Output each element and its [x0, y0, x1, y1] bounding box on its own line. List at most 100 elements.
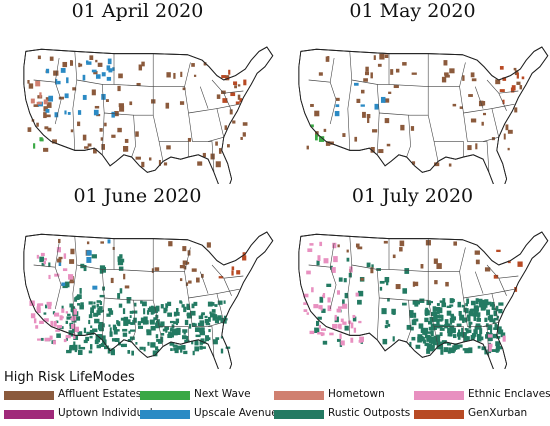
county-patch — [80, 302, 84, 308]
county-patch — [165, 328, 168, 333]
county-patch — [232, 120, 236, 124]
county-patch — [147, 307, 152, 312]
county-patch — [85, 336, 90, 342]
county-patch — [434, 162, 440, 167]
county-patch — [476, 317, 482, 322]
us-outline — [298, 231, 549, 369]
legend-label: Rustic Outposts — [328, 407, 411, 419]
county-patch — [212, 314, 218, 319]
state-border — [351, 264, 380, 340]
county-patch — [149, 319, 155, 324]
legend-swatch — [140, 391, 190, 400]
county-patch — [194, 341, 199, 346]
county-patch — [314, 110, 320, 117]
county-patch — [489, 303, 494, 307]
county-patch — [207, 316, 211, 322]
county-patch — [311, 287, 314, 293]
us-county-map — [23, 231, 274, 369]
county-patch — [114, 338, 120, 342]
county-patch — [101, 72, 106, 77]
county-patch — [53, 70, 59, 76]
county-patch — [30, 98, 35, 104]
county-patch — [48, 274, 51, 280]
county-patch — [386, 281, 389, 286]
county-patch — [468, 322, 472, 329]
legend-swatch — [4, 410, 54, 419]
county-patch — [49, 335, 53, 340]
county-patch — [338, 277, 343, 282]
county-patch — [213, 317, 219, 320]
county-patch — [155, 308, 158, 314]
county-patch — [346, 249, 349, 253]
county-patch — [350, 322, 354, 329]
county-patch — [108, 324, 111, 327]
county-patch — [107, 58, 112, 65]
county-patch — [58, 238, 61, 243]
county-patch — [339, 333, 342, 340]
county-patch — [117, 256, 121, 262]
state-border — [192, 326, 215, 358]
county-patch — [169, 342, 174, 346]
county-patch — [129, 336, 135, 340]
county-patch — [44, 126, 49, 130]
map-title: 01 April 2020 — [71, 0, 204, 22]
county-patch — [462, 348, 468, 351]
county-patch — [325, 141, 331, 146]
county-patch — [230, 92, 236, 97]
county-patch — [498, 302, 504, 306]
county-patch — [43, 312, 47, 315]
county-patch — [84, 146, 89, 149]
county-patch — [167, 301, 172, 307]
county-patch — [98, 324, 103, 328]
state-border — [159, 326, 189, 343]
county-patch — [473, 305, 479, 311]
county-patch — [481, 121, 484, 126]
county-patch — [322, 332, 325, 336]
county-patch — [362, 111, 366, 118]
county-patch — [155, 346, 159, 351]
county-patch — [461, 304, 465, 308]
county-patch — [470, 334, 475, 341]
county-patch — [449, 298, 454, 304]
county-patch — [432, 306, 437, 312]
state-border — [188, 293, 225, 323]
county-patch — [209, 311, 212, 315]
county-patch — [211, 309, 216, 313]
county-patch — [502, 77, 507, 81]
county-patch — [475, 298, 479, 305]
county-patch — [73, 341, 76, 348]
county-patch — [432, 342, 435, 348]
county-patch — [183, 306, 187, 313]
county-patch — [468, 321, 472, 325]
county-patch — [352, 316, 357, 322]
county-patch — [93, 109, 99, 116]
county-patch — [325, 56, 330, 62]
county-patch — [180, 345, 184, 348]
county-patch — [215, 337, 220, 340]
county-patch — [335, 97, 340, 101]
county-patch — [445, 281, 449, 287]
county-patch — [415, 344, 421, 349]
county-patch — [138, 325, 144, 329]
county-patch — [378, 149, 384, 154]
county-patch — [83, 265, 87, 272]
county-patch — [344, 292, 349, 299]
county-patch — [146, 329, 152, 336]
county-patch — [36, 307, 41, 314]
county-patch — [319, 241, 323, 247]
county-patch — [99, 306, 103, 309]
county-patch — [193, 323, 197, 327]
county-patch — [471, 78, 477, 82]
county-patch — [65, 335, 71, 339]
county-patch — [463, 336, 468, 342]
county-patch — [173, 347, 177, 351]
county-patch — [402, 288, 408, 294]
county-patch — [79, 63, 83, 67]
county-patch — [166, 72, 171, 78]
county-patch — [83, 339, 88, 344]
county-patch — [350, 337, 354, 343]
county-patch — [54, 312, 60, 317]
county-patch — [364, 71, 370, 76]
county-patch — [470, 72, 475, 78]
county-patch — [123, 319, 127, 326]
